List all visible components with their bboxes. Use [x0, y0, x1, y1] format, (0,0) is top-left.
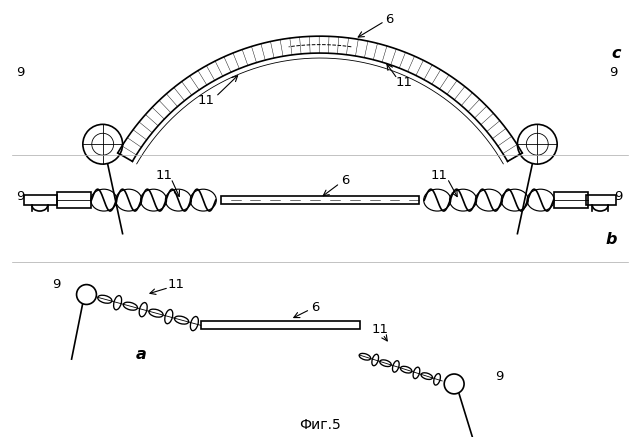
Bar: [221, 196, 419, 204]
Text: 11: 11: [168, 278, 184, 291]
Text: 11: 11: [396, 76, 413, 89]
Text: 6: 6: [311, 301, 319, 314]
Text: 9: 9: [614, 190, 622, 203]
Bar: [57, 192, 92, 208]
Text: 6: 6: [340, 174, 349, 187]
Text: 11: 11: [431, 169, 448, 182]
Text: 9: 9: [52, 278, 61, 291]
Text: 11: 11: [156, 169, 173, 182]
Text: 9: 9: [16, 190, 24, 203]
Text: 9: 9: [609, 67, 618, 79]
Text: 6: 6: [385, 13, 394, 26]
Text: 11: 11: [197, 94, 214, 107]
Text: 9: 9: [495, 371, 503, 384]
Text: c: c: [611, 46, 621, 60]
Text: b: b: [605, 233, 617, 247]
Bar: [586, 195, 616, 205]
Bar: [554, 192, 588, 208]
Text: 11: 11: [371, 323, 388, 336]
Text: 9: 9: [16, 67, 24, 79]
Text: a: a: [136, 346, 147, 362]
Text: Фиг.5: Фиг.5: [299, 418, 341, 432]
Bar: [24, 195, 57, 205]
